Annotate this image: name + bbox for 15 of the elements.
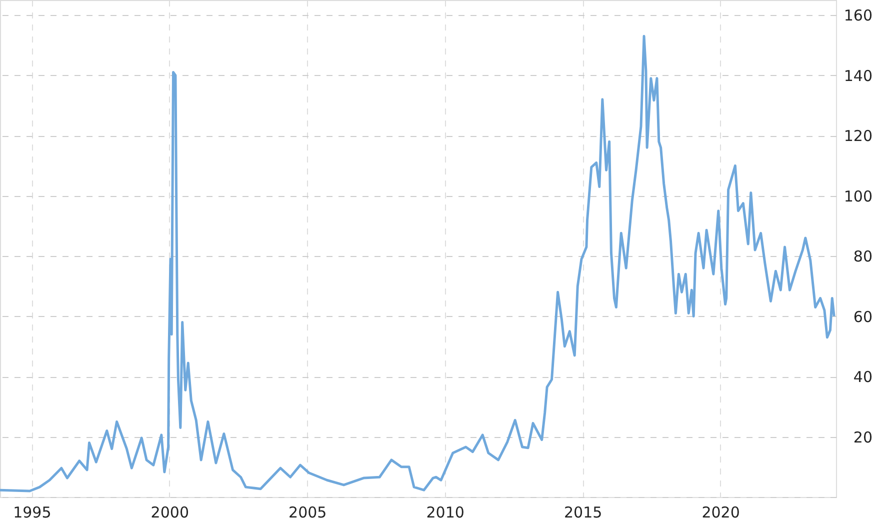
y-tick-label: 40 [853, 368, 872, 386]
y-tick-label: 80 [853, 248, 872, 266]
y-tick-label: 20 [853, 428, 872, 446]
y-tick-label: 60 [853, 308, 872, 326]
x-tick-label: 2010 [426, 504, 464, 522]
x-tick-label: 2015 [564, 504, 602, 522]
x-tick-label: 2000 [150, 504, 189, 522]
x-tick-label: 1995 [13, 504, 52, 522]
y-tick-label: 140 [844, 66, 872, 85]
line-series [0, 34, 836, 492]
y-tick-label: 100 [844, 187, 872, 206]
y-tick-label: 160 [844, 6, 872, 25]
x-tick-label: 2020 [702, 504, 740, 522]
x-tick-label: 2005 [288, 504, 327, 522]
y-tick-label: 120 [844, 127, 872, 146]
